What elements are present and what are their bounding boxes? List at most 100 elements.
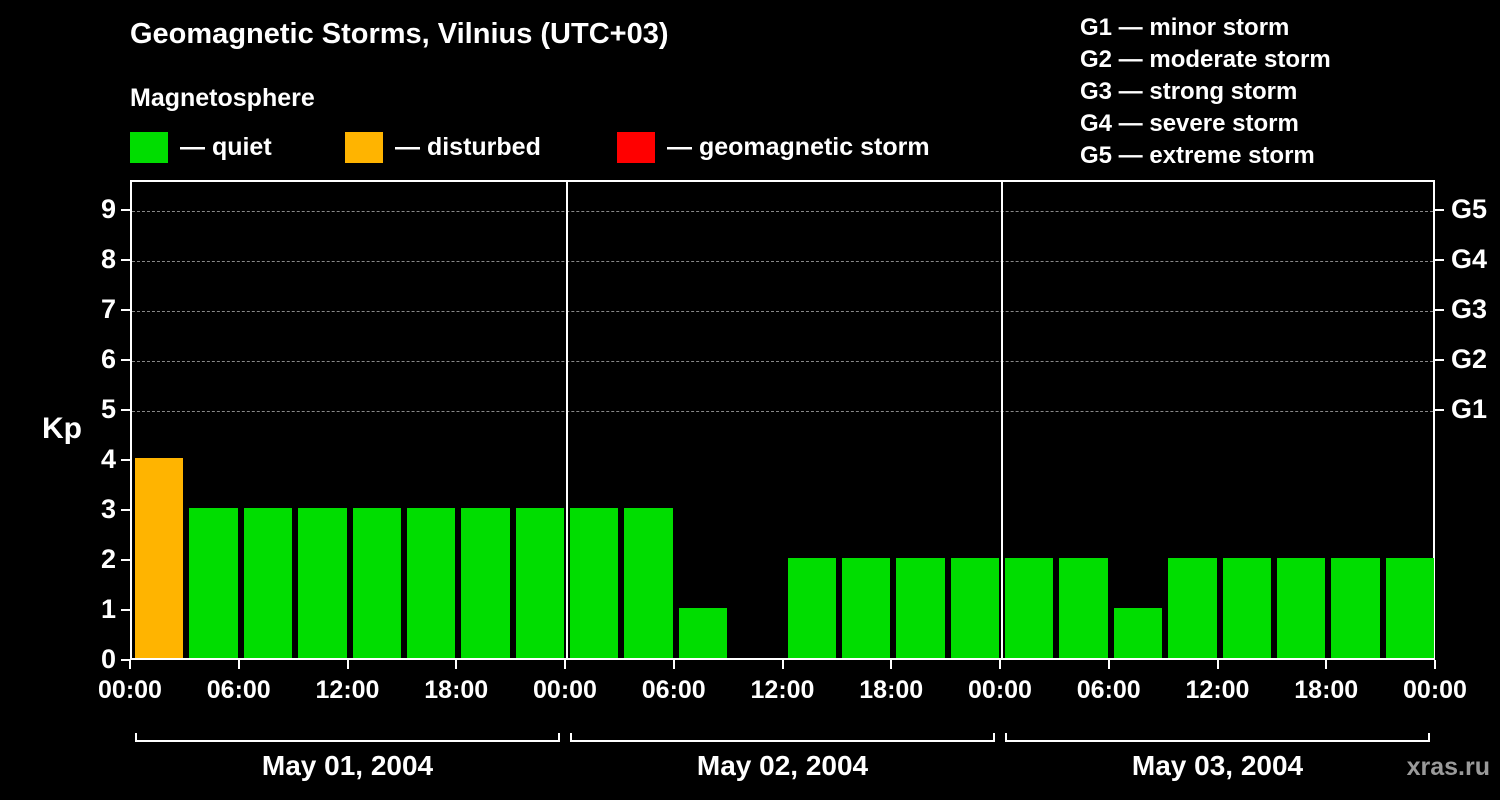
- y-tick-label: 6: [100, 344, 116, 374]
- x-tick-label: 06:00: [1076, 676, 1141, 704]
- day-bracket-cap: [1005, 733, 1007, 742]
- day-bracket: [1005, 740, 1430, 742]
- y-tick-label: 1: [100, 594, 116, 624]
- kp-axis-title: Kp: [42, 412, 82, 445]
- x-axis-tick: [672, 660, 675, 669]
- kp-bar: [1331, 558, 1380, 658]
- x-tick-label: 18:00: [1294, 676, 1359, 704]
- g-axis-label: G4: [1451, 244, 1488, 274]
- g-axis-label: G3: [1451, 294, 1488, 324]
- y-tick-label: 2: [100, 544, 116, 574]
- kp-bar: [841, 558, 891, 658]
- kp-bar: [1168, 558, 1217, 658]
- x-tick-label: 00:00: [968, 676, 1032, 704]
- g-scale-legend-item: G2 — moderate storm: [1080, 46, 1331, 73]
- legend-item-storm: — geomagnetic storm: [617, 132, 930, 163]
- g-axis-label: G5: [1451, 194, 1488, 224]
- x-tick-label: 00:00: [1403, 676, 1467, 704]
- disturbed-color-swatch: [345, 132, 383, 163]
- x-axis-tick: [1434, 660, 1436, 669]
- g-axis-tick: [1435, 259, 1444, 261]
- g-axis-tick: [1435, 209, 1444, 211]
- gridline: [132, 361, 1433, 362]
- g-scale-legend-item: G1 — minor storm: [1080, 14, 1290, 41]
- day-bracket-cap: [570, 733, 572, 742]
- chart-subtitle: Magnetosphere: [130, 84, 315, 112]
- g-scale-legend-item: G4 — severe storm: [1080, 110, 1299, 137]
- g-axis-tick: [1435, 309, 1444, 311]
- gridline: [132, 411, 1433, 412]
- kp-bar: [298, 508, 347, 658]
- g-scale-legend-item: G3 — strong storm: [1080, 78, 1298, 105]
- kp-bar: [1385, 558, 1434, 658]
- y-axis-tick: [121, 559, 130, 561]
- x-axis-tick: [999, 660, 1001, 669]
- x-tick-label: 18:00: [859, 676, 924, 704]
- kp-bar: [515, 508, 564, 658]
- y-tick-label: 4: [100, 444, 116, 474]
- day-label: May 01, 2004: [261, 750, 434, 781]
- day-bracket: [135, 740, 560, 742]
- chart-title: Geomagnetic Storms, Vilnius (UTC+03): [130, 18, 669, 50]
- day-label: May 02, 2004: [696, 750, 869, 781]
- kp-bar: [1059, 558, 1108, 658]
- gridline: [132, 311, 1433, 312]
- kp-bar: [406, 508, 456, 658]
- x-tick-label: 06:00: [641, 676, 706, 704]
- x-tick-label: 00:00: [98, 676, 162, 704]
- storm-color-swatch: [617, 132, 655, 163]
- quiet-color-swatch: [130, 132, 168, 163]
- g-scale-legend: G1 — minor storm G2 — moderate storm G3 — …: [1080, 12, 1331, 172]
- y-axis-tick: [121, 459, 130, 461]
- x-tick-label: 12:00: [1185, 676, 1250, 704]
- g-axis-label: G1: [1451, 394, 1488, 424]
- day-bracket: [570, 740, 995, 742]
- day-bracket-cap: [993, 733, 995, 742]
- y-axis-tick: [121, 609, 130, 611]
- y-tick-label: 8: [100, 244, 116, 274]
- y-axis-tick: [121, 409, 130, 411]
- y-axis-tick: [121, 509, 130, 511]
- x-axis-tick: [346, 660, 349, 669]
- legend-label-disturbed: — disturbed: [395, 133, 541, 161]
- kp-bar: [243, 508, 293, 658]
- y-tick-label: 7: [100, 294, 116, 324]
- watermark: xras.ru: [1406, 753, 1490, 781]
- kp-bar: [135, 458, 184, 658]
- y-tick-label: 0: [100, 644, 116, 674]
- kp-bar: [189, 508, 238, 658]
- x-tick-label: 06:00: [206, 676, 271, 704]
- y-axis-tick: [121, 359, 130, 361]
- kp-bar: [1222, 558, 1271, 658]
- day-bracket-cap: [135, 733, 137, 742]
- y-axis-tick: [121, 309, 130, 311]
- x-axis-tick: [129, 660, 131, 669]
- x-axis-tick: [1107, 660, 1110, 669]
- gridline: [132, 211, 1433, 212]
- kp-bar: [678, 608, 728, 658]
- kp-bar: [896, 558, 945, 658]
- kp-bar: [624, 508, 673, 658]
- y-axis-tick: [121, 659, 130, 661]
- day-bracket-cap: [1428, 733, 1430, 742]
- kp-bar: [461, 508, 510, 658]
- kp-bar: [570, 508, 619, 658]
- x-axis-tick: [781, 660, 784, 669]
- day-label: May 03, 2004: [1131, 750, 1304, 781]
- y-axis-tick: [121, 209, 130, 211]
- x-axis-tick: [890, 660, 893, 669]
- x-axis-tick: [1325, 660, 1328, 669]
- x-tick-label: 18:00: [424, 676, 489, 704]
- kp-bar: [787, 558, 836, 658]
- legend-label-storm: — geomagnetic storm: [667, 133, 930, 161]
- x-tick-label: 00:00: [533, 676, 597, 704]
- kp-bar: [352, 508, 401, 658]
- x-axis-tick: [455, 660, 458, 669]
- kp-bar: [1005, 558, 1054, 658]
- x-axis-tick: [237, 660, 240, 669]
- x-tick-label: 12:00: [315, 676, 380, 704]
- kp-bar: [1113, 608, 1163, 658]
- g-scale-legend-item: G5 — extreme storm: [1080, 142, 1315, 169]
- plot-area: [130, 180, 1435, 660]
